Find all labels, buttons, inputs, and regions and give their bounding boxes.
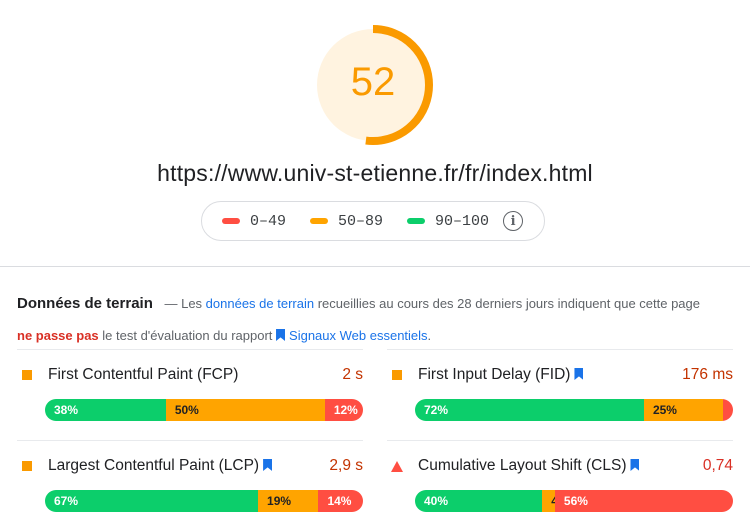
segment-poor: 56% [554,490,733,512]
segment-poor: 3% [723,399,733,421]
metric-separator [387,349,733,350]
metric-separator [17,349,363,350]
legend-swatch-poor [222,218,240,224]
distribution-bar: 38% 50% 12% [45,399,363,421]
metric-value: 0,74 [702,457,733,474]
distribution-bar: 67% 19% 14% [45,490,363,512]
info-icon[interactable]: i [503,211,524,231]
legend-item-average: 50–89 [310,213,383,230]
bookmark-icon [276,329,286,341]
legend-item-poor: 0–49 [222,213,286,230]
segment-average: 19% [258,490,319,512]
field-text-4: . [427,328,432,343]
metric-value: 176 ms [682,366,733,383]
legend-label-good: 90–100 [435,212,490,230]
segment-average: 50% [165,399,325,421]
metric-value: 2,9 s [329,457,363,474]
legend-swatch-average [310,218,329,224]
segment-good: 40% [415,490,543,512]
field-data-link[interactable]: données de terrain [205,296,315,311]
page-url: https://www.univ-st-etienne.fr/fr/index.… [157,160,593,186]
core-web-vitals-link[interactable]: Signaux Web essentiels [276,328,428,343]
legend-label-poor: 0–49 [250,212,287,230]
metric-name: First Input Delay (FID) [418,366,587,384]
orange-square-icon [392,370,402,380]
metric-name-text: Cumulative Layout Shift (CLS) [418,457,627,474]
field-data-title: Données de terrain [17,295,153,312]
section-divider [0,266,750,267]
core-web-vitals-label: Signaux Web essentiels [289,328,428,343]
field-text-3: le test d'évaluation du rapport [98,328,277,343]
score-gauge [313,25,433,145]
performance-score: 52 [350,60,396,104]
metric-name-text: Largest Contentful Paint (LCP) [48,457,260,474]
field-data-description: Données de terrain — Les données de terr… [17,288,707,352]
metric-name-text: First Input Delay (FID) [418,366,571,383]
field-text-2: recueillies au cours des 28 derniers jou… [314,296,700,311]
segment-average: 25% [643,399,724,421]
segment-poor: 12% [324,399,363,421]
segment-good: 67% [45,490,259,512]
metric-separator [387,440,733,441]
score-legend: 0–49 50–89 90–100 i [201,201,545,241]
segment-good: 72% [415,399,644,421]
metric-name: Largest Contentful Paint (LCP) [48,457,276,475]
segment-poor: 14% [318,490,363,512]
red-triangle-icon [391,460,403,472]
legend-item-good: 90–100 [407,213,489,230]
legend-label-average: 50–89 [338,212,384,230]
orange-square-icon [22,370,32,380]
bookmark-icon[interactable] [574,368,584,380]
metric-name: Cumulative Layout Shift (CLS) [418,457,643,475]
metric-name: First Contentful Paint (FCP) [48,366,238,384]
orange-square-icon [22,461,32,471]
metric-value: 2 s [342,366,363,383]
segment-average: 4% [542,490,569,512]
metric-name-text: First Contentful Paint (FCP) [48,366,239,383]
fail-text: ne passe pas [17,328,99,343]
field-text-1: — Les [160,296,206,311]
metric-separator [17,440,363,441]
distribution-bar: 72% 25% 3% [415,399,733,421]
distribution-bar: 40% 4% 56% [415,490,733,512]
legend-swatch-good [407,218,426,224]
bookmark-icon[interactable] [630,459,640,471]
segment-good: 38% [45,399,166,421]
bookmark-icon[interactable] [263,459,273,471]
